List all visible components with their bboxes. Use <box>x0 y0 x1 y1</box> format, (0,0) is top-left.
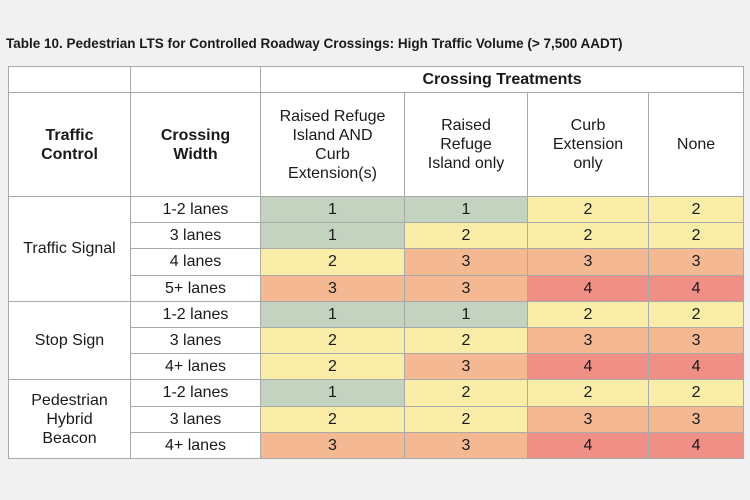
traffic-control-cell: Traffic Signal <box>8 196 131 302</box>
traffic-control-label: Traffic Signal <box>23 240 116 258</box>
treatment-header-line: Raised Refuge <box>279 107 386 125</box>
lts-value-cell: 2 <box>527 300 649 328</box>
lts-table: Crossing Treatments Traffic Control Cros… <box>8 66 745 459</box>
traffic-control-cell: Stop Sign <box>8 300 131 381</box>
lts-value-cell: 2 <box>647 195 745 224</box>
treatment-header-line: only <box>573 155 603 172</box>
crossing-width-header-line: Crossing <box>160 126 231 144</box>
crossing-width-cell: 4+ lanes <box>130 431 261 459</box>
traffic-control-label: Hybrid <box>46 410 93 428</box>
header-corner-cell <box>130 66 261 93</box>
treatment-header-none: None <box>647 92 745 197</box>
lts-value-cell: 4 <box>527 353 649 381</box>
crossing-width-cell: 1-2 lanes <box>130 300 261 328</box>
lts-value-cell: 3 <box>527 248 649 276</box>
lts-value-cell: 3 <box>404 431 528 459</box>
table-row: Pedestrian Hybrid Beacon 1-2 lanes 1 2 2… <box>8 379 745 459</box>
lts-value-cell: 3 <box>404 248 528 276</box>
table-row: 3 lanes 1 2 2 2 <box>9 222 745 250</box>
crossing-width-cell: 3 lanes <box>130 222 261 250</box>
table-row: 4+ lanes 3 3 4 4 <box>9 431 745 459</box>
table-row: 4+ lanes 2 3 4 4 <box>9 353 745 381</box>
lts-value-cell: 2 <box>404 222 528 250</box>
traffic-control-header-line: Control <box>41 145 98 163</box>
lts-value-cell: 3 <box>404 274 528 302</box>
treatment-header-line: Raised <box>441 117 491 134</box>
treatment-header-line: Extension(s) <box>288 164 377 182</box>
lts-value-cell: 2 <box>647 300 745 328</box>
table-row: Stop Sign 1-2 lanes 1 1 2 2 <box>8 300 745 381</box>
crossing-width-cell: 3 lanes <box>130 405 261 433</box>
lts-value-cell: 2 <box>260 405 405 433</box>
lts-value-cell: 4 <box>527 274 649 302</box>
crossing-treatments-header: Crossing Treatments <box>259 66 745 93</box>
lts-value-cell: 2 <box>404 326 528 355</box>
crossing-width-header-line: Width <box>173 145 218 163</box>
lts-value-cell: 3 <box>404 353 528 381</box>
lts-value-cell: 3 <box>527 326 649 355</box>
crossing-width-cell: 4 lanes <box>130 248 261 276</box>
traffic-control-label: Beacon <box>42 429 97 447</box>
treatment-header-line: Extension <box>552 136 624 153</box>
treatment-header-line: Curb <box>315 145 350 163</box>
table-row: 5+ lanes 3 3 4 4 <box>9 274 745 302</box>
lts-value-cell: 2 <box>260 326 405 355</box>
lts-value-cell: 4 <box>647 274 745 302</box>
crossing-width-header: Crossing Width <box>130 92 261 197</box>
lts-value-cell: 3 <box>260 274 405 302</box>
crossing-width-cell: 1-2 lanes <box>130 379 261 407</box>
lts-value-cell: 3 <box>527 405 649 433</box>
crossing-width-cell: 5+ lanes <box>130 274 261 302</box>
lts-value-cell: 1 <box>404 300 528 328</box>
traffic-control-header: Traffic Control <box>8 92 131 197</box>
treatment-header-line: None <box>676 136 716 153</box>
lts-value-cell: 1 <box>260 195 405 224</box>
treatment-header-line: Island AND <box>292 126 373 144</box>
treatment-header-raised-refuge-and-curb: Raised Refuge Island AND Curb Extension(… <box>260 92 405 197</box>
lts-value-cell: 2 <box>647 222 745 250</box>
traffic-control-label: Pedestrian <box>31 391 108 409</box>
lts-value-cell: 1 <box>260 222 405 250</box>
treatment-header-line: Curb <box>570 117 606 134</box>
lts-value-cell: 2 <box>260 248 405 276</box>
treatment-header-curb-extension-only: Curb Extension only <box>527 92 649 197</box>
lts-value-cell: 3 <box>647 248 745 276</box>
lts-value-cell: 1 <box>404 195 528 224</box>
table-row: 4 lanes 2 3 3 3 <box>9 248 745 276</box>
lts-value-cell: 4 <box>527 431 649 459</box>
traffic-control-label: Stop Sign <box>34 332 105 350</box>
treatment-header-raised-refuge-only: Raised Refuge Island only <box>404 92 528 197</box>
traffic-control-header-line: Traffic <box>45 126 94 144</box>
lts-value-cell: 2 <box>260 353 405 381</box>
table-row: 3 lanes 2 2 3 3 <box>9 405 745 433</box>
lts-value-cell: 2 <box>404 405 528 433</box>
lts-value-cell: 3 <box>647 405 745 433</box>
lts-value-cell: 4 <box>647 431 745 459</box>
lts-value-cell: 3 <box>260 431 405 459</box>
lts-value-cell: 2 <box>404 379 528 407</box>
header-corner-cell <box>8 66 131 93</box>
table-row: 3 lanes 2 2 3 3 <box>9 326 745 355</box>
table-title: Table 10. Pedestrian LTS for Controlled … <box>6 36 623 51</box>
traffic-control-cell: Pedestrian Hybrid Beacon <box>8 379 131 459</box>
lts-value-cell: 1 <box>260 300 405 328</box>
lts-value-cell: 2 <box>527 195 649 224</box>
crossing-width-cell: 4+ lanes <box>130 353 261 381</box>
lts-value-cell: 3 <box>647 326 745 355</box>
crossing-width-cell: 3 lanes <box>130 326 261 355</box>
lts-value-cell: 4 <box>647 353 745 381</box>
lts-value-cell: 2 <box>527 379 649 407</box>
lts-value-cell: 1 <box>260 379 405 407</box>
lts-value-cell: 2 <box>647 379 745 407</box>
treatment-header-line: Island only <box>427 155 505 172</box>
crossing-width-cell: 1-2 lanes <box>130 195 261 224</box>
treatment-header-line: Refuge <box>440 136 492 153</box>
lts-value-cell: 2 <box>527 222 649 250</box>
table-row: Traffic Signal 1-2 lanes 1 1 2 2 <box>8 195 745 302</box>
